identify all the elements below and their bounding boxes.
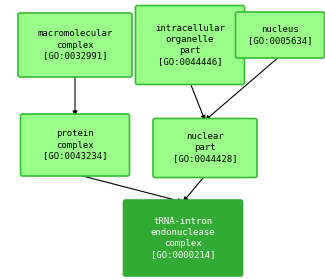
Text: protein
complex
[GO:0043234]: protein complex [GO:0043234] [43, 129, 107, 161]
Text: macromolecular
complex
[GO:0032991]: macromolecular complex [GO:0032991] [37, 29, 113, 61]
FancyBboxPatch shape [20, 114, 129, 176]
Text: nucleus
[GO:0005634]: nucleus [GO:0005634] [248, 25, 312, 45]
FancyBboxPatch shape [136, 6, 244, 85]
FancyBboxPatch shape [18, 13, 132, 77]
Text: intracellular
organelle
part
[GO:0044446]: intracellular organelle part [GO:0044446… [155, 24, 225, 66]
FancyBboxPatch shape [236, 12, 324, 58]
Text: nuclear
part
[GO:0044428]: nuclear part [GO:0044428] [173, 133, 237, 163]
FancyBboxPatch shape [124, 200, 242, 276]
Text: tRNA-intron
endonuclease
complex
[GO:0000214]: tRNA-intron endonuclease complex [GO:000… [151, 217, 215, 259]
FancyBboxPatch shape [153, 119, 257, 177]
